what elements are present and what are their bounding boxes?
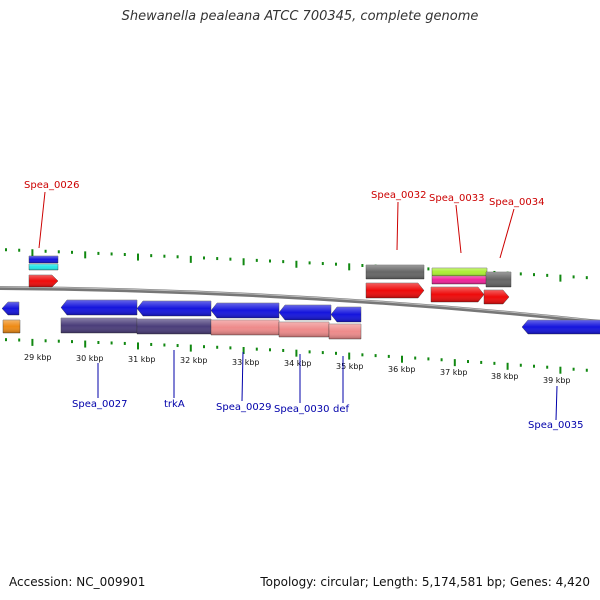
scale-label-31-kbp: 31 kbp (128, 355, 156, 364)
leader-line (38, 191, 46, 249)
gene-spea-0027-upper[interactable] (60, 299, 138, 316)
scale-label-38-kbp: 38 kbp (491, 372, 519, 381)
gene-label-spea-0033[interactable]: Spea_0033 (429, 193, 484, 204)
gene-spea-0030-upper[interactable] (278, 304, 332, 321)
gene-spea-0033-lime[interactable] (431, 267, 488, 277)
gene-spea-0029[interactable] (210, 319, 280, 336)
gene-spea-0032-gray[interactable] (365, 264, 425, 280)
gene-orange[interactable] (2, 319, 21, 334)
accession-text: Accession: NC_009901 (9, 575, 146, 589)
gene-spea-0032[interactable] (365, 282, 425, 299)
genome-backbone (0, 286, 600, 324)
gene-trka-upper[interactable] (136, 300, 212, 317)
gene-bar-cyan[interactable] (28, 263, 59, 271)
gene-spea-0027[interactable] (60, 317, 138, 334)
gene-label-spea-0027[interactable]: Spea_0027 (72, 399, 127, 410)
scale-label-35-kbp: 35 kbp (336, 362, 364, 371)
scale-label-36-kbp: 36 kbp (388, 365, 416, 374)
gene-label-spea-0032[interactable]: Spea_0032 (371, 190, 426, 201)
gene-def[interactable] (328, 323, 362, 340)
scale-label-39-kbp: 39 kbp (543, 376, 571, 385)
scale-label-30-kbp: 30 kbp (76, 354, 104, 363)
gene-label-spea-0029[interactable]: Spea_0029 (216, 402, 271, 413)
gene-left-edge[interactable] (1, 301, 20, 316)
gene-label-trka[interactable]: trkA (164, 399, 185, 410)
gene-label-spea-0030[interactable]: Spea_0030 (274, 404, 329, 415)
scale-label-34-kbp: 34 kbp (284, 359, 312, 368)
gene-bar-top[interactable] (28, 255, 59, 264)
gene-spea-0026[interactable] (28, 274, 59, 288)
leader-line (555, 385, 558, 421)
gene-label-spea-0034[interactable]: Spea_0034 (489, 197, 544, 208)
gene-spea-0033[interactable] (430, 286, 485, 303)
scale-labels: 29 kbp 30 kbp 31 kbp 32 kbp 33 kbp 34 kbp 35 k… (24, 353, 571, 385)
gene-spea-0034[interactable] (483, 289, 510, 305)
inner-tick-ring (5, 338, 588, 374)
leader-line (241, 351, 244, 402)
gene-def-upper[interactable] (330, 306, 362, 323)
genome-summary: Topology: circular; Length: 5,174,581 bp… (260, 575, 590, 589)
leader-line (499, 208, 515, 259)
gene-spea-0034-gray[interactable] (485, 271, 512, 288)
gene-spea-0033-magenta[interactable] (431, 275, 488, 285)
gene-label-spea-0026[interactable]: Spea_0026 (24, 180, 79, 191)
gene-spea-0035[interactable] (521, 319, 600, 335)
map-title: Shewanella pealeana ATCC 700345, complet… (121, 9, 479, 24)
leader-line (455, 204, 462, 254)
gene-label-def[interactable]: def (333, 404, 350, 415)
gene-trka[interactable] (136, 318, 212, 335)
scale-label-32-kbp: 32 kbp (180, 356, 208, 365)
gene-label-spea-0035[interactable]: Spea_0035 (528, 420, 583, 431)
scale-label-37-kbp: 37 kbp (440, 368, 468, 377)
scale-label-33-kbp: 33 kbp (232, 358, 260, 367)
gene-spea-0029-upper[interactable] (210, 302, 280, 319)
scale-label-29-kbp: 29 kbp (24, 353, 52, 362)
gene-spea-0030[interactable] (278, 321, 330, 338)
leader-line (396, 201, 399, 251)
